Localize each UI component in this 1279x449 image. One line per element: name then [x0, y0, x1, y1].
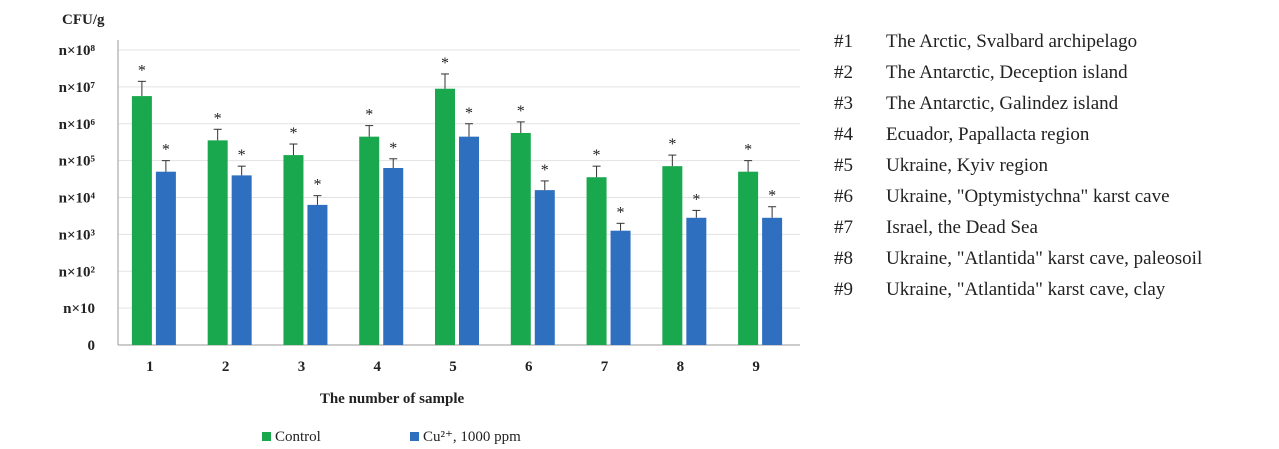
sample-legend-item: #2 The Antarctic, Deception island [834, 61, 1274, 85]
bar [383, 168, 404, 345]
y-tick-label: n×10⁶ [59, 117, 96, 133]
y-tick-label: 0 [88, 338, 96, 354]
sample-legend-item: #9 Ukraine, "Atlantida" karst cave, clay [834, 278, 1274, 302]
y-tick-label: n×10 [63, 301, 95, 317]
sample-location: Ukraine, Kyiv region [886, 155, 1048, 176]
x-tick-label: 5 [449, 359, 457, 375]
significance-mark: * [617, 204, 625, 221]
bar [131, 96, 152, 345]
sample-legend-item: #6 Ukraine, "Optymistychna" karst cave [834, 185, 1274, 209]
legend-entry: Control [275, 429, 321, 445]
y-tick-label: n×10⁷ [59, 80, 96, 96]
bar-chart: 0 n×10 n×10² n×10³ n×10⁴ n×10⁵ n×10⁶ n×10⁷ n×10⁸… [59, 12, 800, 445]
sample-number: #8 [834, 248, 853, 269]
bar [762, 217, 783, 345]
sample-number: #2 [834, 62, 853, 83]
legend-swatch [262, 432, 271, 441]
significance-mark: * [389, 140, 397, 157]
significance-mark: * [214, 110, 222, 127]
x-tick-label: 4 [373, 359, 381, 375]
significance-mark: * [517, 103, 525, 120]
sample-legend-item: #5 Ukraine, Kyiv region [834, 154, 1274, 178]
x-tick-label: 6 [525, 359, 533, 375]
bar [662, 166, 683, 345]
significance-mark: * [289, 125, 297, 142]
sample-number: #6 [834, 186, 853, 207]
sample-location: Israel, the Dead Sea [886, 217, 1038, 238]
x-tick-label: 2 [222, 359, 230, 375]
x-tick-label: 7 [601, 359, 609, 375]
bar [283, 155, 304, 345]
y-tick-label: n×10⁸ [59, 43, 96, 59]
sample-location: Ukraine, "Optymistychna" karst cave [886, 186, 1170, 207]
bar [586, 177, 607, 345]
x-tick-label: 1 [146, 359, 154, 375]
y-tick-label: n×10² [59, 264, 96, 280]
x-tick-label: 9 [752, 359, 760, 375]
sample-legend-item: #4 Ecuador, Papallacta region [834, 123, 1274, 147]
significance-mark: * [541, 162, 549, 179]
significance-mark: * [692, 191, 700, 208]
significance-mark: * [465, 105, 473, 122]
significance-mark: * [138, 62, 146, 79]
significance-mark: * [365, 107, 373, 124]
bar [738, 171, 759, 345]
x-tick-label: 8 [677, 359, 685, 375]
x-axis-title: The number of sample [320, 391, 465, 407]
legend-entry: Cu²⁺, 1000 ppm [423, 429, 521, 445]
bar [307, 204, 328, 345]
significance-mark: * [238, 147, 246, 164]
sample-location: Ukraine, "Atlantida" karst cave, clay [886, 279, 1166, 300]
bar [207, 140, 228, 345]
y-tick-label: n×10³ [59, 227, 96, 243]
significance-mark: * [593, 147, 601, 164]
significance-mark: * [162, 142, 170, 159]
bar [459, 136, 479, 345]
bar [359, 136, 380, 345]
sample-number: #1 [834, 31, 853, 52]
significance-mark: * [313, 177, 321, 194]
sample-legend-item: #7 Israel, the Dead Sea [834, 216, 1274, 240]
sample-number: #3 [834, 93, 853, 114]
sample-number: #7 [834, 217, 853, 238]
bar [510, 132, 531, 345]
sample-location: Ukraine, "Atlantida" karst cave, paleoso… [886, 248, 1203, 269]
significance-mark: * [441, 55, 449, 72]
sample-location: The Antarctic, Deception island [886, 62, 1128, 83]
sample-location: Ecuador, Papallacta region [886, 124, 1090, 145]
sample-legend-item: #8 Ukraine, "Atlantida" karst cave, paleo… [834, 247, 1274, 271]
bar [231, 175, 252, 345]
sample-location: The Arctic, Svalbard archipelago [886, 31, 1138, 52]
x-tick-label: 3 [298, 359, 306, 375]
bar [686, 217, 707, 345]
bar [155, 171, 176, 345]
sample-number: #9 [834, 279, 853, 300]
sample-location: The Antarctic, Galindez island [886, 93, 1119, 114]
y-axis-title: CFU/g [62, 12, 105, 28]
bar [610, 230, 631, 345]
legend-swatch [410, 432, 419, 441]
bar [435, 88, 455, 345]
sample-legend: #1 The Arctic, Svalbard archipelago #2 The … [834, 30, 1274, 302]
significance-mark: * [744, 142, 752, 159]
y-tick-label: n×10⁴ [59, 191, 96, 207]
sample-number: #4 [834, 124, 853, 145]
sample-legend-item: #1 The Arctic, Svalbard archipelago [834, 30, 1274, 54]
bar [534, 190, 555, 345]
y-tick-label: n×10⁵ [59, 154, 96, 170]
significance-mark: * [768, 188, 776, 205]
significance-mark: * [668, 136, 676, 153]
sample-legend-item: #3 The Antarctic, Galindez island [834, 92, 1274, 116]
sample-number: #5 [834, 155, 853, 176]
